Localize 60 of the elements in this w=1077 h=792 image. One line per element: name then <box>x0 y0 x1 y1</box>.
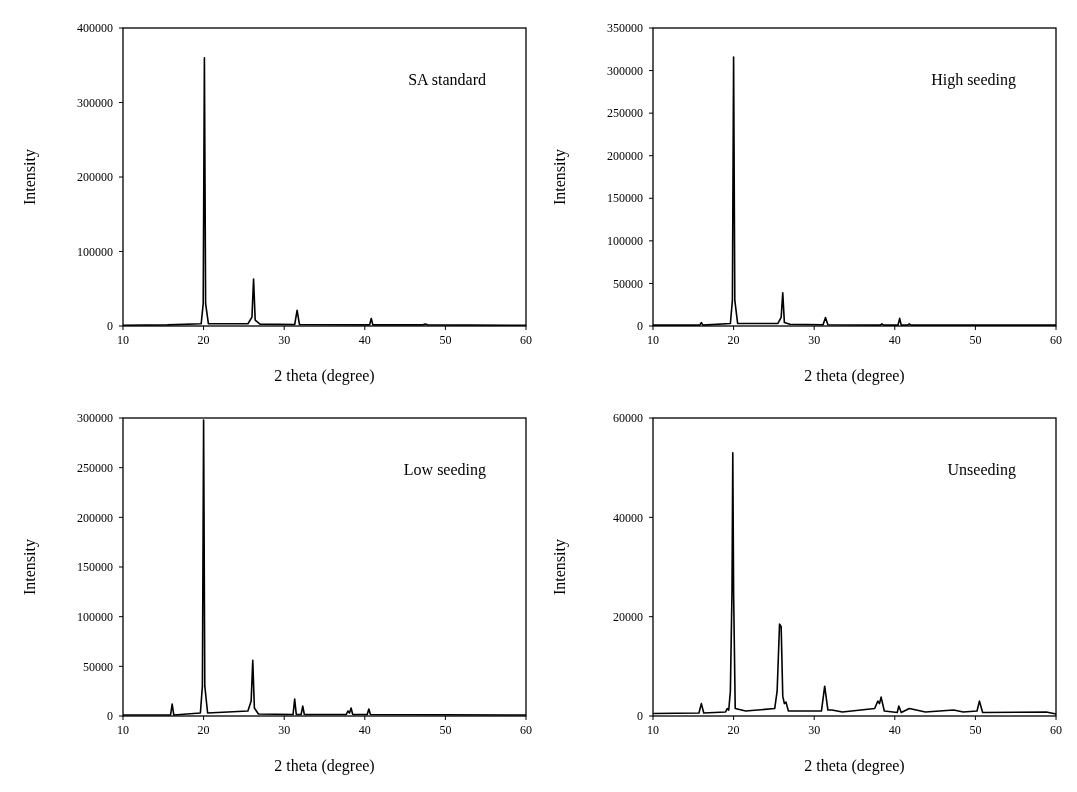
y-tick-label: 50000 <box>613 276 643 291</box>
x-tick-label: 20 <box>727 333 740 347</box>
x-tick-label: 20 <box>727 723 740 737</box>
x-tick-label: 10 <box>117 333 129 347</box>
y-tick-label: 250000 <box>77 460 113 475</box>
x-tick-label: 50 <box>439 333 452 347</box>
x-tick-label: 10 <box>647 333 659 347</box>
y-tick-label: 300000 <box>607 63 643 78</box>
x-tick-label: 30 <box>278 333 291 347</box>
x-axis-title: 2 theta (degree) <box>804 757 905 775</box>
x-tick-label: 40 <box>888 333 901 347</box>
x-tick-label: 60 <box>1050 333 1062 347</box>
x-tick-label: 40 <box>888 723 901 737</box>
x-tick-label: 50 <box>969 333 982 347</box>
y-tick-label: 300000 <box>77 411 113 426</box>
x-tick-label: 60 <box>1050 723 1062 737</box>
x-tick-label: 60 <box>520 723 532 737</box>
y-axis-title: Intensity <box>21 539 39 595</box>
y-axis-title: Intensity <box>551 539 569 595</box>
y-tick-label: 100000 <box>607 234 643 249</box>
x-tick-label: 50 <box>439 723 452 737</box>
x-tick-label: 40 <box>358 723 371 737</box>
y-tick-label: 0 <box>107 319 113 334</box>
x-tick-label: 20 <box>197 333 210 347</box>
y-tick-label: 40000 <box>613 510 643 525</box>
y-tick-label: 150000 <box>77 560 113 575</box>
annotation: SA standard <box>408 70 486 88</box>
annotation: Low seeding <box>403 460 486 479</box>
y-tick-label: 200000 <box>77 510 113 525</box>
y-tick-label: 250000 <box>607 106 643 121</box>
y-tick-label: 400000 <box>77 21 113 36</box>
y-tick-label: 200000 <box>77 170 113 185</box>
y-tick-label: 300000 <box>77 95 113 110</box>
y-tick-label: 350000 <box>607 21 643 36</box>
x-tick-label: 60 <box>520 333 532 347</box>
x-tick-label: 10 <box>647 723 659 737</box>
x-axis-title: 2 theta (degree) <box>274 757 375 775</box>
y-tick-label: 60000 <box>613 411 643 426</box>
y-tick-label: 0 <box>637 709 643 724</box>
x-tick-label: 50 <box>969 723 982 737</box>
x-tick-label: 40 <box>358 333 371 347</box>
annotation: High seeding <box>931 70 1016 89</box>
y-axis-title: Intensity <box>21 149 39 205</box>
annotation: Unseeding <box>947 460 1016 479</box>
y-tick-label: 20000 <box>613 609 643 624</box>
x-tick-label: 10 <box>117 723 129 737</box>
y-tick-label: 200000 <box>607 148 643 163</box>
y-tick-label: 150000 <box>607 191 643 206</box>
y-tick-label: 50000 <box>83 659 113 674</box>
x-tick-label: 30 <box>808 333 821 347</box>
y-tick-label: 0 <box>107 709 113 724</box>
y-tick-label: 100000 <box>77 244 113 259</box>
x-tick-label: 20 <box>197 723 210 737</box>
y-tick-label: 0 <box>637 319 643 334</box>
y-axis-title: Intensity <box>551 149 569 205</box>
x-axis-title: 2 theta (degree) <box>274 367 375 385</box>
x-tick-label: 30 <box>808 723 821 737</box>
y-tick-label: 100000 <box>77 609 113 624</box>
x-axis-title: 2 theta (degree) <box>804 367 905 385</box>
x-tick-label: 30 <box>278 723 291 737</box>
